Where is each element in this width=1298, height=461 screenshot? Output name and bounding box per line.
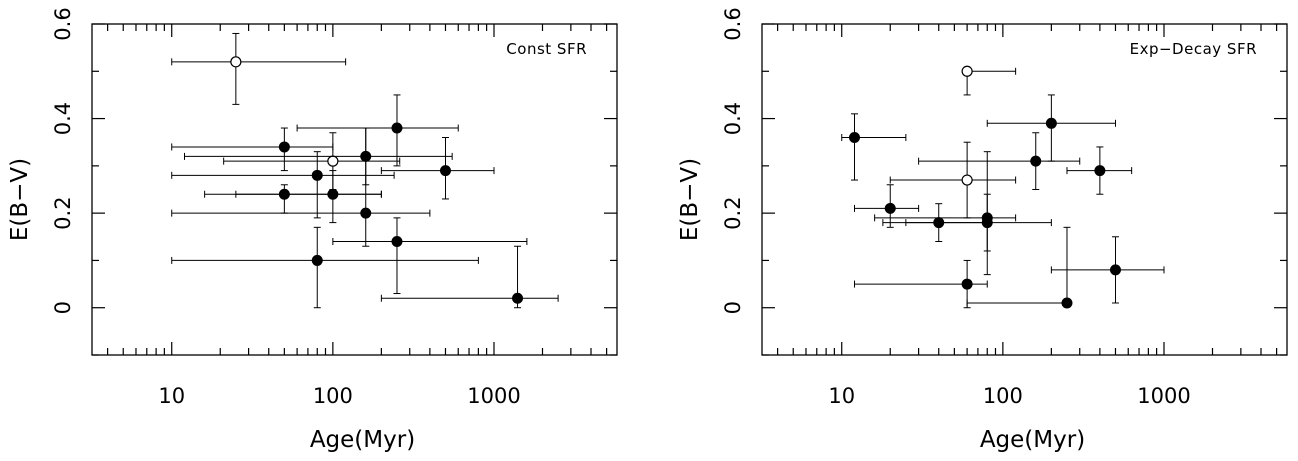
y-tick-label: 0 xyxy=(51,301,75,314)
y-axis-label-const-sfr: E(B−V) xyxy=(7,158,33,241)
marker-open xyxy=(230,56,242,68)
axis-ticks-const-sfr xyxy=(92,23,617,356)
panel-title-exp-decay-sfr: Exp−Decay SFR xyxy=(1130,40,1257,58)
panel-title-const-sfr: Const SFR xyxy=(506,40,587,58)
marker-filled xyxy=(1045,117,1057,129)
marker-filled xyxy=(327,188,339,200)
marker-open xyxy=(961,65,973,77)
data-point-exp-decay-sfr-13 xyxy=(1050,236,1165,304)
data-point-exp-decay-sfr-2 xyxy=(889,141,1017,219)
data-points-exp-decay-sfr xyxy=(841,65,1165,309)
marker-filled xyxy=(981,217,993,229)
marker-filled xyxy=(884,202,896,214)
y-axis-label-exp-decay-sfr: E(B−V) xyxy=(677,158,703,241)
y-tick-label: 0.4 xyxy=(51,102,75,135)
data-point-exp-decay-sfr-1 xyxy=(961,65,1017,96)
data-point-exp-decay-sfr-7 xyxy=(853,184,920,228)
marker-filled xyxy=(1109,264,1121,276)
data-point-exp-decay-sfr-5 xyxy=(918,132,1081,190)
y-tick-label: 0 xyxy=(721,301,745,314)
y-tick-label: 0.6 xyxy=(721,7,745,40)
x-tick-labels-const-sfr: 10 100 1000 xyxy=(158,384,520,408)
data-point-const-sfr-6 xyxy=(171,151,395,219)
marker-filled xyxy=(512,292,524,304)
x-tick-label: 1000 xyxy=(467,384,520,408)
marker-filled xyxy=(360,207,372,219)
marker-filled xyxy=(848,131,860,143)
marker-open xyxy=(961,174,973,186)
data-point-const-sfr-8 xyxy=(204,184,382,214)
data-point-const-sfr-3 xyxy=(171,127,334,172)
marker-filled xyxy=(391,236,403,248)
axis-ticks-exp-decay-sfr xyxy=(762,23,1287,356)
x-tick-label: 100 xyxy=(313,384,353,408)
panel-exp-decay-sfr: 0 0.2 0.4 0.6 10 100 1000 Exp−Decay SFR Age(M… xyxy=(677,7,1288,453)
marker-filled xyxy=(1030,155,1042,167)
data-points-const-sfr xyxy=(171,32,559,309)
marker-filled xyxy=(278,141,290,153)
x-tick-label: 10 xyxy=(158,384,185,408)
x-tick-label: 1000 xyxy=(1137,384,1190,408)
data-point-const-sfr-4 xyxy=(296,94,459,167)
data-point-const-sfr-10 xyxy=(171,127,431,247)
y-tick-label: 0.4 xyxy=(721,102,745,135)
y-tick-label: 0.6 xyxy=(51,7,75,40)
plot-frame-exp-decay-sfr xyxy=(761,23,1288,356)
data-point-exp-decay-sfr-10 xyxy=(905,151,1052,276)
data-point-const-sfr-7 xyxy=(380,136,495,200)
data-point-exp-decay-sfr-4 xyxy=(986,94,1116,162)
data-point-const-sfr-11 xyxy=(332,217,528,295)
x-axis-label-exp-decay-sfr: Age(Myr) xyxy=(980,427,1085,453)
marker-filled xyxy=(391,122,403,134)
data-point-const-sfr-2 xyxy=(223,132,401,190)
marker-filled xyxy=(1061,297,1073,309)
marker-filled xyxy=(439,165,451,177)
data-point-const-sfr-12 xyxy=(171,226,479,309)
data-point-const-sfr-9 xyxy=(235,170,382,224)
x-tick-label: 10 xyxy=(828,384,855,408)
y-tick-labels-const-sfr: 0 0.2 0.4 0.6 xyxy=(51,7,75,314)
data-point-const-sfr-13 xyxy=(380,245,559,309)
y-tick-label: 0.2 xyxy=(51,196,75,229)
panel-const-sfr: 00.20.40.6 10 100 1000 Const SFR Age(Myr) … xyxy=(7,7,618,453)
x-tick-label: 100 xyxy=(983,384,1023,408)
marker-filled xyxy=(1094,165,1106,177)
data-point-exp-decay-sfr-3 xyxy=(841,113,907,181)
data-point-const-sfr-1 xyxy=(171,32,347,105)
x-tick-labels-exp-decay-sfr: 10 100 1000 xyxy=(828,384,1190,408)
data-point-exp-decay-sfr-12 xyxy=(966,226,1073,309)
y-tick-labels-exp-decay-sfr: 0 0.2 0.4 0.6 xyxy=(721,7,745,314)
marker-filled xyxy=(311,169,323,181)
x-axis-label-const-sfr: Age(Myr) xyxy=(310,427,415,453)
y-tick-label: 0.2 xyxy=(721,196,745,229)
data-point-exp-decay-sfr-6 xyxy=(1066,146,1133,195)
marker-filled xyxy=(311,254,323,266)
plot-frame-const-sfr xyxy=(91,23,618,356)
marker-filled xyxy=(961,278,973,290)
marker-open xyxy=(327,155,339,167)
